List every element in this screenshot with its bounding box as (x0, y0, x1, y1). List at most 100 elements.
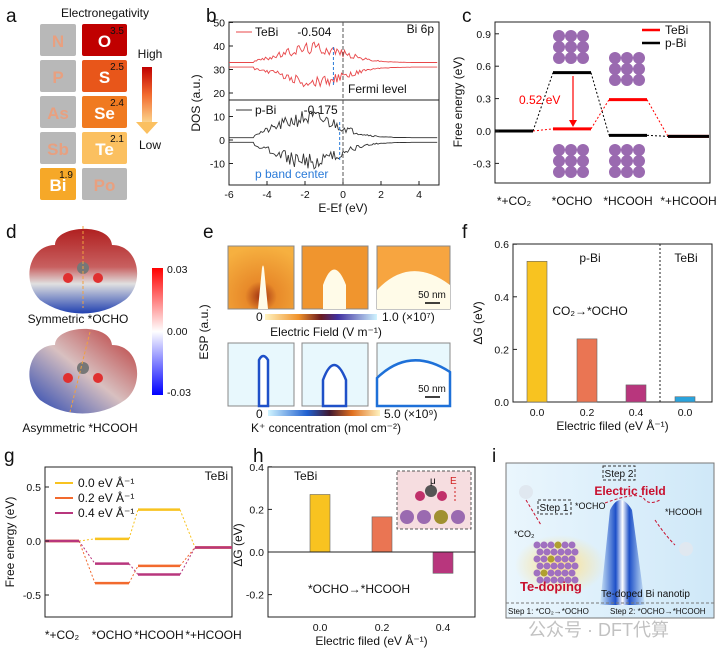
bi-atom (550, 576, 558, 584)
panel-d-esp: Symmetric *OCHO Asymmetric *HCOOH 0.03 0… (22, 226, 211, 435)
bi-atom (571, 576, 579, 584)
y-tick-label: 0.2 (494, 344, 509, 356)
energy-connector (646, 99, 669, 137)
surface-atom (434, 510, 448, 524)
low-label: Low (139, 138, 161, 152)
x-axis-label: Electric filed (eV Å⁻¹) (556, 418, 668, 433)
y-tick-label: 0.3 (476, 94, 491, 106)
panel-label-h: h (253, 446, 264, 467)
element-tile-N (40, 24, 76, 56)
y-tick-label: 10 (213, 112, 225, 124)
step2-label: Step 2 (605, 469, 634, 480)
y-tick-label: 0.0 (494, 397, 509, 409)
colorbar-mid: 0.00 (167, 326, 188, 338)
y-tick-label: -0.5 (23, 590, 41, 602)
band-center-value: -0.175 (304, 103, 338, 117)
step2-footnote: Step 2: *OCHO→*HCOOH (610, 607, 706, 616)
te-atom (540, 569, 548, 577)
electronegativity-value: 2.4 (110, 98, 124, 109)
y-tick-label: 40 (213, 41, 225, 53)
plot-frame (494, 21, 711, 184)
cb1-min: 0 (256, 310, 263, 324)
step1-box (537, 499, 572, 515)
field-label: E (450, 476, 457, 487)
panel-label-d: d (6, 222, 17, 243)
y-tick-label: 0 (219, 135, 225, 147)
dipole-label: μ (430, 476, 436, 487)
panel-g-free-energy-chart: *+CO₂ *OCHO *HCOOH *+HCOOH 0.5 0.0 -0.5 0.0 eV … (3, 466, 242, 642)
bar (674, 396, 696, 403)
panel-a-periodic-table: Electronegativity High Low N O3.5 P S2.5 As S… (40, 6, 162, 200)
category-label: *+HCOOH (185, 628, 241, 642)
hcooh-label: *HCOOH (665, 507, 702, 517)
bi-atom (536, 548, 544, 556)
y-tick-label: 20 (213, 88, 225, 100)
y-axis-label: Free energy (eV) (3, 497, 17, 588)
colorbar-min: -0.03 (167, 387, 191, 399)
element-tile-As (40, 96, 76, 128)
bi-atom (633, 63, 645, 75)
oxygen-atom (93, 273, 103, 283)
bi-atom (621, 155, 633, 167)
bi-atom (633, 144, 645, 156)
y-axis-label: ΔG (eV) (231, 523, 245, 566)
arrow-head (569, 120, 577, 127)
te-doping-label: Te-doping (520, 579, 582, 594)
oxygen-atom (63, 273, 73, 283)
bi-atom (553, 155, 565, 167)
esp-colorbar (152, 268, 163, 395)
energy-connector (646, 134, 669, 137)
bi-atom (621, 144, 633, 156)
energy-connector (179, 547, 196, 567)
bi-slab (533, 541, 579, 584)
pbi-dos-curve (229, 141, 438, 170)
nanotip (600, 500, 645, 605)
panel-i-schematic: Step 2 Electric field Step 1 *OCHO *HCOO… (505, 462, 715, 640)
surface-atom (451, 510, 465, 524)
panel-label-g: g (4, 446, 15, 467)
y-axis-label: DOS (a.u.) (189, 74, 203, 131)
step1-footnote: Step 1: *CO₂→*OCHO (508, 607, 589, 616)
k-colorbar (268, 410, 380, 416)
gradient-arrow (142, 67, 152, 122)
corner-label: Bi 6p (407, 22, 435, 36)
electronegativity-value: 2.1 (110, 134, 124, 145)
x-tick-label: 0.0 (678, 407, 693, 419)
electronegativity-title: Electronegativity (61, 6, 149, 20)
bi-atom (564, 548, 572, 556)
te-atom (547, 555, 555, 563)
energy-connector (532, 128, 554, 132)
element-tile-S (82, 60, 127, 92)
x-tick-label: 0.4 (629, 407, 644, 419)
bi-atom (564, 576, 572, 584)
element-symbol: Po (94, 176, 116, 195)
bi-atom (554, 569, 562, 577)
energy-connector (78, 538, 96, 542)
energy-connector (590, 99, 610, 130)
bi-atom (568, 541, 576, 549)
y-tick-label: -0.3 (473, 158, 491, 170)
bi-atom (533, 555, 541, 563)
esp-axis-label: ESP (a.u.) (197, 304, 211, 359)
bi-atom (543, 548, 551, 556)
bi-atom (547, 569, 555, 577)
high-label: High (138, 47, 163, 61)
panel-c-free-energy-chart: *+CO₂ *OCHO *HCOOH *+HCOOH 0.9 0.6 0.3 0.0 -0.3 0… (451, 21, 717, 208)
legend-label: TeBi (255, 25, 278, 39)
energy-connector (128, 509, 139, 539)
y-tick-label: -10 (210, 159, 225, 171)
band-center-label: p band center (255, 167, 328, 181)
bi-atom (565, 30, 577, 42)
tip-shape (377, 271, 450, 309)
bi-atom (553, 52, 565, 64)
scale-bar-label: 50 nm (418, 290, 446, 301)
element-tile-Sb (40, 132, 76, 164)
watermark: 公众号 · DFT代算 (528, 620, 669, 640)
panel-label-f: f (462, 222, 468, 243)
legend-label: p-Bi (665, 36, 686, 50)
x-tick-label: 0.0 (313, 622, 328, 634)
panel-labels: a b c d e f g h i (4, 6, 496, 467)
x-tick-label: 0.2 (580, 407, 595, 419)
bi-atom (633, 166, 645, 178)
bi-atom (550, 562, 558, 570)
